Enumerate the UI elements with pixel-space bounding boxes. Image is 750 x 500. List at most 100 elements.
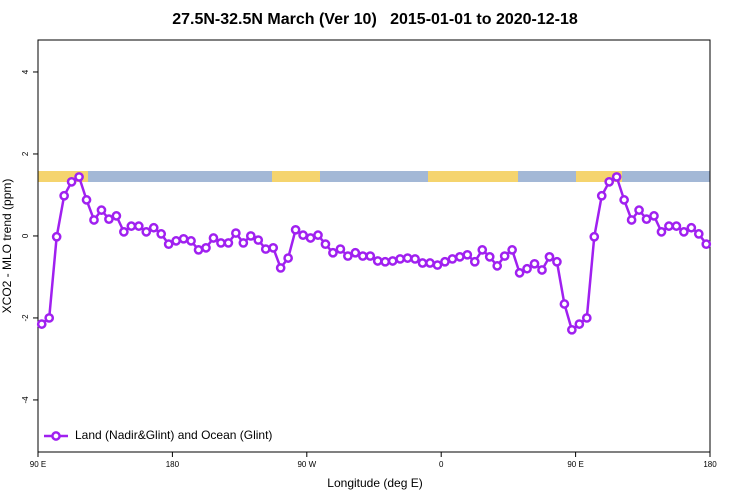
point bbox=[238, 238, 249, 248]
y-tick-label: -4 bbox=[21, 396, 30, 404]
point bbox=[74, 172, 84, 182]
point bbox=[171, 236, 181, 246]
point bbox=[477, 245, 488, 255]
point bbox=[484, 252, 495, 262]
point bbox=[559, 299, 570, 309]
point bbox=[148, 222, 159, 233]
x-axis-label: Longitude (deg E) bbox=[327, 476, 422, 490]
point bbox=[701, 239, 712, 250]
point bbox=[141, 227, 152, 237]
point bbox=[425, 258, 435, 268]
point bbox=[671, 221, 682, 231]
x-tick-label: 180 bbox=[703, 460, 717, 469]
y-tick-label: 4 bbox=[21, 69, 30, 74]
point bbox=[275, 263, 286, 273]
point bbox=[104, 214, 114, 224]
point bbox=[455, 252, 465, 262]
point bbox=[357, 251, 368, 261]
point bbox=[298, 230, 308, 240]
point bbox=[611, 172, 622, 182]
point bbox=[268, 242, 279, 253]
point bbox=[111, 211, 122, 221]
point bbox=[686, 222, 697, 233]
point bbox=[372, 256, 383, 266]
point bbox=[604, 176, 615, 187]
point bbox=[119, 227, 129, 237]
point bbox=[81, 195, 92, 205]
point bbox=[395, 254, 405, 264]
point bbox=[581, 313, 592, 323]
point bbox=[156, 229, 167, 239]
point bbox=[283, 253, 293, 263]
land-ocean-strip bbox=[38, 171, 710, 182]
point bbox=[193, 245, 204, 255]
point bbox=[619, 195, 629, 205]
x-tick-label: 90 W bbox=[297, 460, 316, 469]
point bbox=[656, 227, 667, 237]
point bbox=[365, 251, 376, 261]
x-tick-label: 180 bbox=[166, 460, 180, 469]
point bbox=[245, 231, 256, 241]
point bbox=[514, 268, 525, 278]
point bbox=[186, 236, 196, 246]
point bbox=[596, 190, 607, 201]
y-tick-label: -2 bbox=[21, 314, 30, 322]
point bbox=[447, 254, 458, 264]
point bbox=[552, 256, 562, 267]
point bbox=[320, 239, 331, 250]
point bbox=[522, 263, 532, 274]
legend-marker bbox=[51, 431, 61, 441]
point bbox=[387, 256, 398, 266]
point bbox=[59, 190, 69, 201]
point bbox=[223, 238, 234, 248]
plot-frame bbox=[37, 39, 711, 453]
point bbox=[529, 258, 540, 269]
point bbox=[679, 227, 689, 237]
point bbox=[417, 258, 428, 268]
point bbox=[51, 231, 62, 242]
point bbox=[133, 221, 144, 231]
y-tick-label: 2 bbox=[21, 151, 30, 156]
point bbox=[126, 221, 137, 231]
point bbox=[440, 256, 450, 267]
x-tick-label: 0 bbox=[439, 460, 444, 469]
point bbox=[380, 256, 391, 267]
point bbox=[574, 319, 585, 329]
point bbox=[649, 211, 659, 221]
point bbox=[469, 256, 480, 267]
point bbox=[231, 228, 241, 238]
point bbox=[350, 247, 361, 258]
point bbox=[544, 252, 555, 262]
point bbox=[313, 230, 323, 240]
y-axis-label: XCO2 - MLO trend (ppm) bbox=[0, 179, 14, 314]
point bbox=[36, 319, 47, 329]
point bbox=[178, 233, 189, 244]
x-tick-label: 90 E bbox=[567, 460, 583, 469]
point bbox=[216, 238, 226, 248]
point bbox=[507, 245, 517, 255]
point bbox=[328, 247, 338, 258]
point bbox=[96, 205, 107, 215]
point bbox=[305, 233, 316, 243]
point bbox=[163, 239, 174, 250]
point bbox=[201, 242, 211, 253]
point bbox=[44, 313, 55, 323]
point bbox=[66, 176, 77, 187]
point bbox=[290, 224, 301, 235]
point bbox=[432, 260, 443, 270]
point bbox=[410, 254, 420, 264]
point bbox=[253, 235, 264, 245]
point bbox=[402, 253, 413, 263]
point bbox=[634, 205, 644, 215]
x-tick-label: 90 E bbox=[30, 460, 46, 469]
y-tick-label: 0 bbox=[21, 233, 30, 238]
legend-label: Land (Nadir&Glint) and Ocean (Glint) bbox=[75, 428, 272, 442]
point bbox=[664, 221, 674, 231]
point bbox=[567, 324, 577, 335]
point bbox=[492, 261, 503, 271]
point bbox=[335, 244, 346, 254]
point bbox=[462, 249, 473, 260]
chart-title: 27.5N-32.5N March (Ver 10) 2015-01-01 to… bbox=[172, 11, 578, 28]
point bbox=[89, 215, 99, 225]
